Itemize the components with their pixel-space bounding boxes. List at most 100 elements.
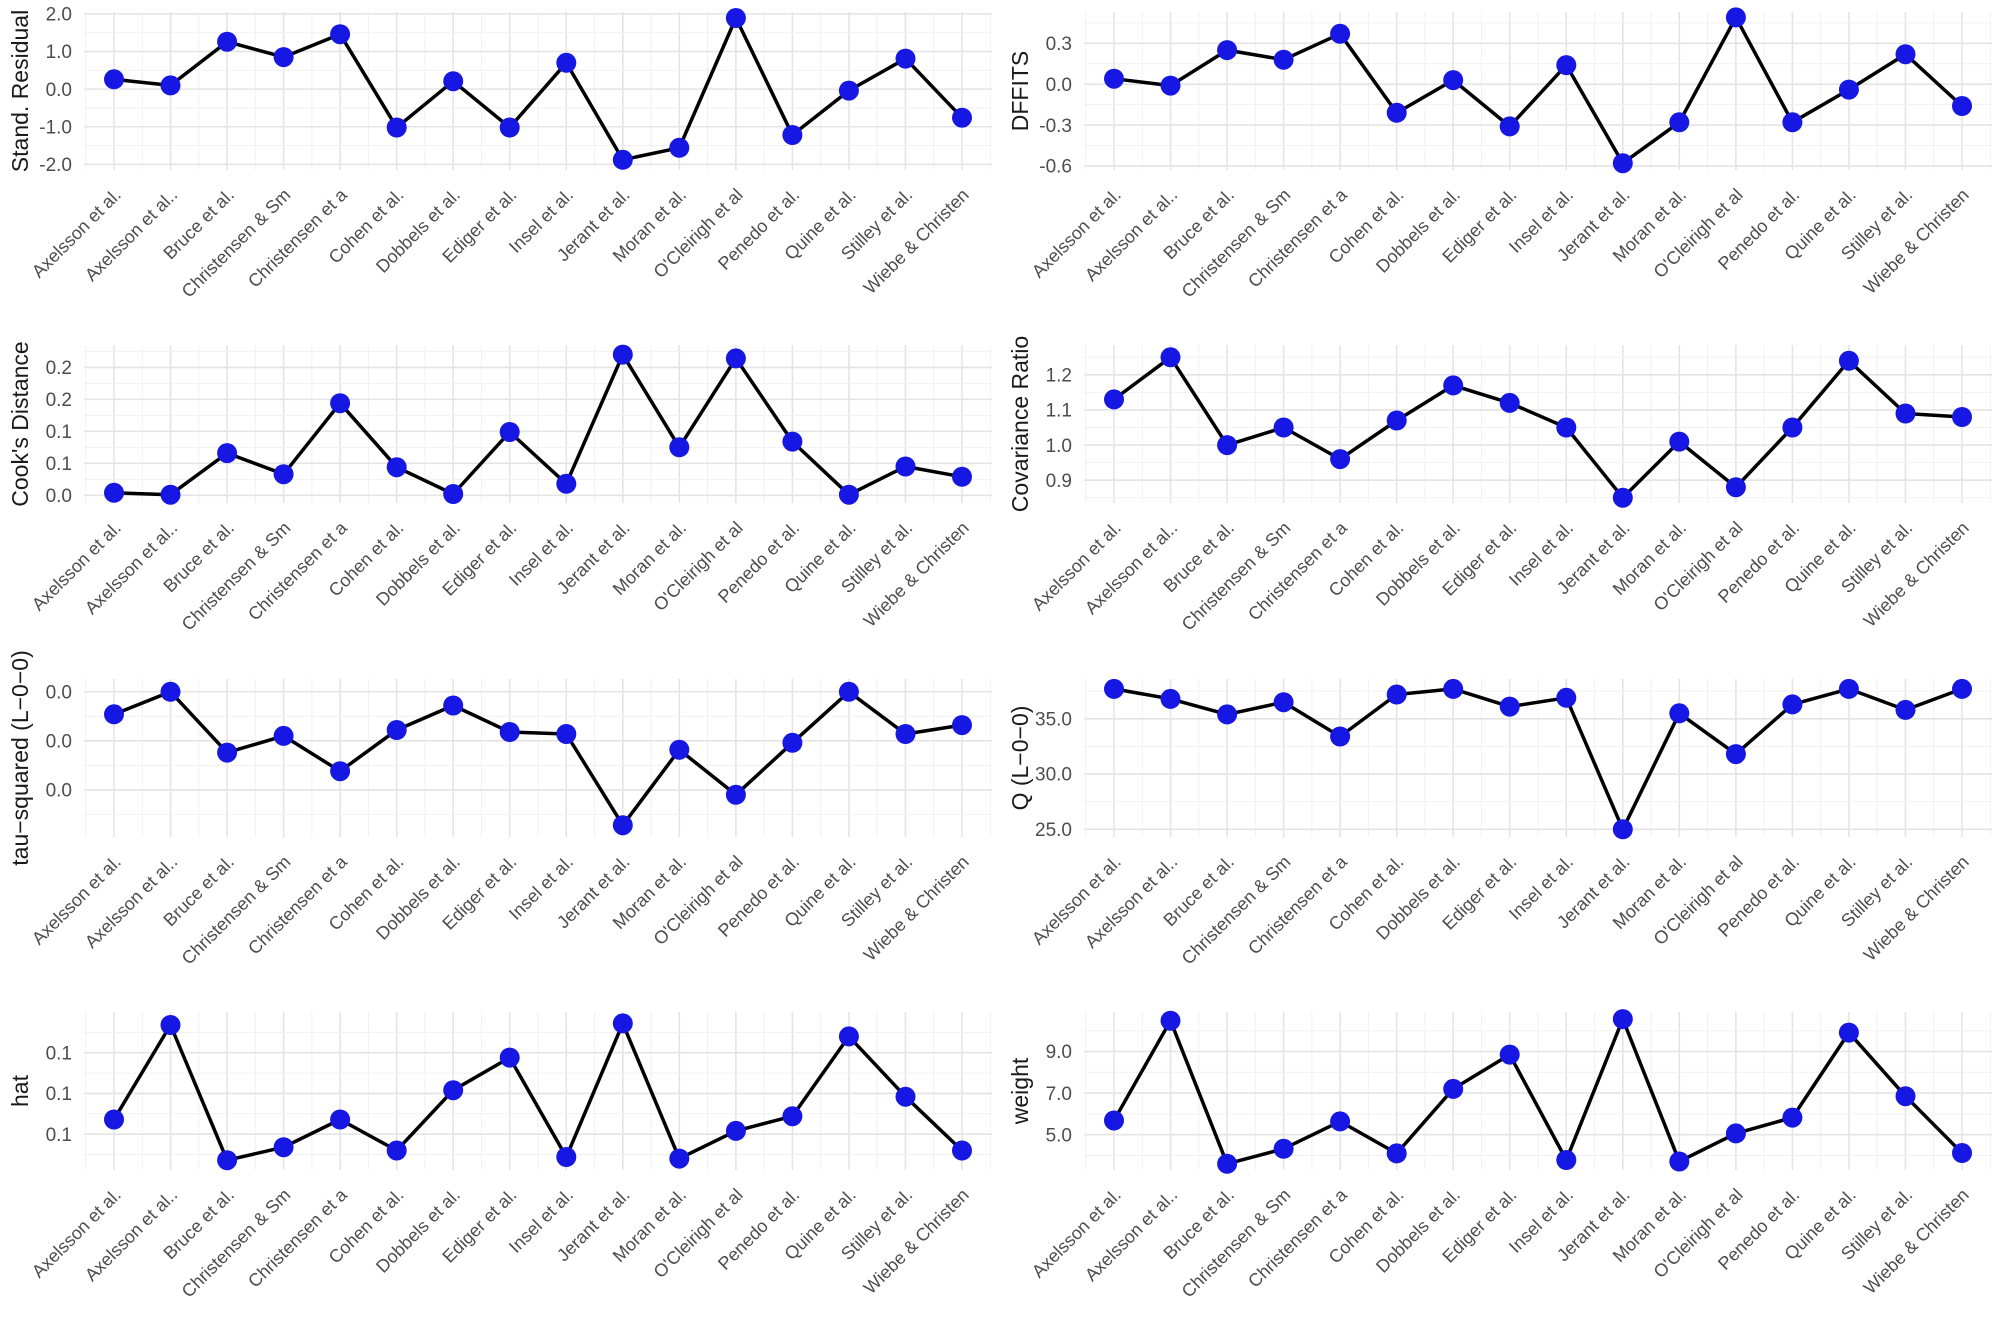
y-tick-label: 1.0 xyxy=(1046,436,1072,457)
data-point xyxy=(217,443,238,464)
data-point xyxy=(612,814,633,835)
data-point xyxy=(1386,410,1407,431)
y-tick-label: 25.0 xyxy=(1035,819,1072,840)
y-tick-label: 1.0 xyxy=(46,42,72,63)
y-axis-title: Stand. Residual xyxy=(7,10,33,172)
data-point xyxy=(838,484,859,505)
panel-cooks-distance: 0.2 0.2 0.1 0.1 0.0 Axelsson et al. Axelsson e… xyxy=(0,333,1000,667)
data-point xyxy=(217,31,238,52)
x-tick-label: Christensen et a xyxy=(244,184,352,292)
data-point xyxy=(556,723,577,744)
data-point xyxy=(1443,1078,1464,1099)
data-point xyxy=(1386,1143,1407,1164)
y-tick-label: -0.3 xyxy=(1039,116,1072,137)
x-tick-label: Christensen et a xyxy=(244,517,352,625)
data-point xyxy=(1160,75,1181,96)
data-point xyxy=(895,456,916,477)
data-point xyxy=(386,1140,407,1161)
x-tick-label: Christensen et a xyxy=(244,850,352,958)
x-tick-label: Wiebe & Christen xyxy=(1860,518,1973,631)
y-tick-label: 0.0 xyxy=(46,780,72,801)
data-point xyxy=(1725,1123,1746,1144)
data-point xyxy=(1782,417,1803,438)
panel-dffits: 0.3 0.0 -0.3 -0.6 Axelsson et al. Axelsson et… xyxy=(1000,0,2000,333)
y-tick-label: 5.0 xyxy=(1046,1125,1072,1146)
data-point xyxy=(1895,699,1916,720)
y-axis-title: Q (L−0−0) xyxy=(1007,705,1033,810)
data-point xyxy=(1217,435,1238,456)
data-point xyxy=(1330,726,1351,746)
y-tick-label: -0.6 xyxy=(1039,157,1072,178)
data-point xyxy=(1160,347,1181,368)
y-tick-label: -2.0 xyxy=(39,155,72,176)
data-point xyxy=(1273,49,1294,70)
data-point xyxy=(1217,703,1238,724)
y-tick-label: 7.0 xyxy=(1046,1084,1072,1105)
data-point xyxy=(330,393,351,414)
data-point xyxy=(556,1146,577,1167)
data-point xyxy=(1273,1138,1294,1159)
data-point xyxy=(782,732,803,753)
y-tick-label: 0.3 xyxy=(1046,34,1072,55)
data-point xyxy=(1443,678,1464,699)
data-point xyxy=(330,1109,351,1130)
data-point xyxy=(612,344,633,365)
data-point xyxy=(104,703,124,724)
y-tick-label: 0.0 xyxy=(1046,75,1072,96)
series-line xyxy=(113,689,963,827)
y-tick-label: 9.0 xyxy=(1046,1042,1072,1063)
data-point xyxy=(1612,153,1633,174)
data-point xyxy=(386,117,407,138)
data-point xyxy=(1330,1111,1351,1132)
data-point xyxy=(556,52,577,73)
y-tick-label: 0.1 xyxy=(46,422,72,443)
y-axis-title: weight xyxy=(1007,1057,1033,1125)
data-point xyxy=(104,483,124,504)
x-tick-label: Christensen & Sm xyxy=(1178,1184,1295,1301)
data-point xyxy=(443,484,464,505)
y-tick-label: 30.0 xyxy=(1035,764,1072,785)
data-point xyxy=(443,1079,464,1100)
data-point xyxy=(612,149,633,170)
series-line xyxy=(112,1021,964,1162)
data-point xyxy=(669,739,690,760)
data-point xyxy=(330,24,351,45)
data-point xyxy=(782,1105,803,1126)
data-point xyxy=(1556,687,1577,708)
data-point xyxy=(725,8,746,28)
x-tick-label: Wiebe & Christen xyxy=(1860,185,1973,298)
panel-weight: 9.0 7.0 5.0 Axelsson et al. Axelsson et al..… xyxy=(1000,999,2000,1333)
series-line xyxy=(1112,355,1963,500)
data-point xyxy=(217,742,238,763)
x-tick-label: Christensen & Sm xyxy=(1178,518,1295,635)
y-tick-label: 0.2 xyxy=(46,358,72,379)
panel-hat: 0.1 0.1 0.1 Axelsson et al. Axelsson et al..… xyxy=(0,999,1000,1333)
series-line xyxy=(113,16,964,162)
y-axis-title: Covariance Ratio xyxy=(1007,336,1033,512)
data-point xyxy=(330,760,351,781)
data-point xyxy=(556,474,577,495)
data-point xyxy=(1725,477,1746,498)
data-point xyxy=(1499,696,1520,717)
data-point xyxy=(1499,116,1520,137)
y-axis-title: Cook's Distance xyxy=(7,342,33,507)
data-point xyxy=(725,784,746,805)
data-point xyxy=(1895,44,1916,65)
data-point xyxy=(1556,417,1577,438)
data-point xyxy=(1838,79,1859,100)
data-point xyxy=(273,47,294,68)
data-point xyxy=(1386,102,1407,123)
y-tick-label: 0.2 xyxy=(46,390,72,411)
data-point xyxy=(1556,55,1577,76)
data-point xyxy=(160,681,181,702)
data-point xyxy=(160,1014,181,1035)
x-tick-label: Christensen et a xyxy=(244,1184,352,1292)
data-point xyxy=(895,723,916,744)
data-point xyxy=(838,681,859,702)
y-tick-label: 0.0 xyxy=(46,80,72,101)
